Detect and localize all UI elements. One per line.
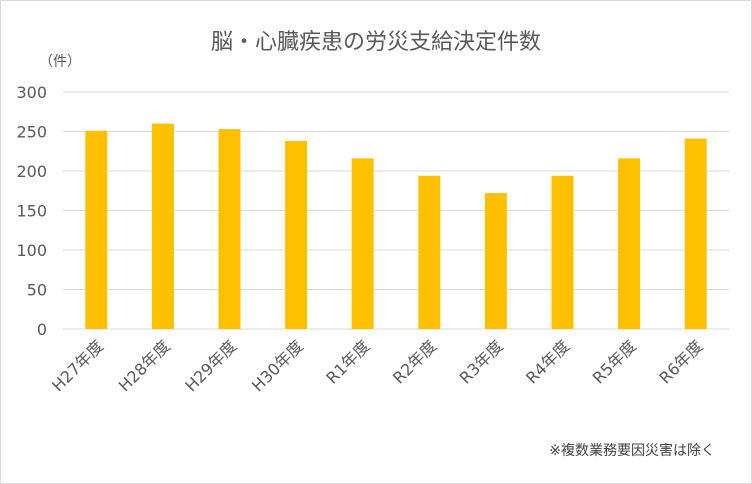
- x-category-label: R2年度: [389, 336, 440, 387]
- y-tick-label: 0: [37, 320, 47, 339]
- bar-H28年度: [151, 123, 174, 329]
- bars: [85, 123, 707, 329]
- y-tick-label: 200: [16, 162, 47, 181]
- chart-title: 脳・心臓疾患の労災支給決定件数: [211, 30, 541, 55]
- x-axis-category-labels: H27年度 H28年度 H29年度 H30年度 R1年度 R2年度 R3年度 R4年度 R5年度…: [48, 336, 706, 395]
- x-category-label: H30年度: [248, 336, 307, 395]
- y-axis-tick-labels: 0 50 100 150 200 250 300: [16, 83, 47, 339]
- bar-R4年度: [551, 175, 574, 329]
- bar-R5年度: [618, 158, 641, 329]
- bar-H27年度: [85, 130, 108, 329]
- y-tick-label: 300: [16, 83, 47, 102]
- bar-R6年度: [684, 138, 707, 329]
- y-tick-label: 150: [16, 202, 47, 221]
- y-tick-label: 50: [27, 281, 47, 300]
- x-category-label: H28年度: [115, 336, 174, 395]
- x-category-label: H27年度: [48, 336, 107, 395]
- y-axis-unit-label: （件）: [39, 54, 81, 70]
- x-category-label: H29年度: [181, 336, 240, 395]
- gridlines: [63, 91, 729, 330]
- footnote: ※複数業務要因災害は除く: [549, 442, 715, 459]
- bar-H29年度: [218, 129, 241, 329]
- x-category-label: R1年度: [322, 336, 373, 387]
- x-category-label: R3年度: [456, 336, 507, 387]
- y-tick-label: 100: [16, 241, 47, 260]
- y-tick-label: 250: [16, 123, 47, 142]
- x-category-label: R5年度: [589, 336, 640, 387]
- x-category-label: R4年度: [522, 336, 573, 387]
- bar-R3年度: [484, 193, 507, 329]
- x-category-label: R6年度: [655, 336, 706, 387]
- bar-R2年度: [418, 175, 441, 329]
- bar-R1年度: [351, 158, 374, 329]
- bar-H30年度: [285, 140, 308, 329]
